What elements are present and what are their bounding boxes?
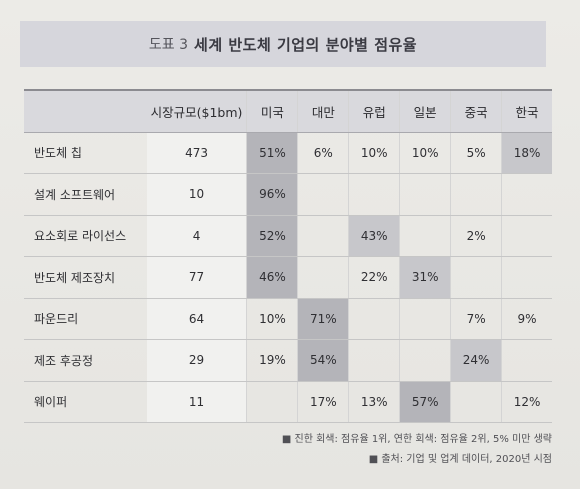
share-cell bbox=[450, 381, 502, 423]
share-cell bbox=[348, 173, 400, 216]
share-cell: 9% bbox=[501, 298, 552, 340]
header-cell-country: 유럽 bbox=[348, 89, 400, 133]
share-cell bbox=[348, 339, 400, 382]
figure-title-text: 세계 반도체 기업의 분야별 점유율 bbox=[194, 35, 418, 54]
footnote-legend: ■ 진한 회색: 점유율 1위, 연한 회색: 점유율 2위, 5% 미만 생략 bbox=[281, 434, 552, 445]
share-cell bbox=[399, 339, 451, 382]
row-label: 반도체 제조장치 bbox=[24, 256, 147, 299]
share-cell bbox=[399, 173, 451, 216]
table-row: 웨이퍼 11 17% 13% 57% 12% bbox=[24, 381, 552, 423]
share-cell-rank-1: 46% bbox=[246, 256, 298, 299]
row-label: 반도체 칩 bbox=[24, 132, 147, 174]
share-cell: 6% bbox=[297, 132, 349, 174]
share-cell bbox=[501, 339, 552, 382]
share-cell-rank-2: 24% bbox=[450, 339, 502, 382]
share-cell: 10% bbox=[246, 298, 298, 340]
market-share-table: 시장규모($1bm) 미국 대만 유럽 일본 중국 한국 반도체 칩 473 51%… bbox=[24, 89, 552, 423]
share-cell-rank-2: 31% bbox=[399, 256, 451, 299]
share-cell: 17% bbox=[297, 381, 349, 423]
share-cell-rank-1: 52% bbox=[246, 215, 298, 257]
row-label: 웨이퍼 bbox=[24, 381, 147, 423]
share-cell bbox=[501, 215, 552, 257]
share-cell: 10% bbox=[399, 132, 451, 174]
share-cell: 2% bbox=[450, 215, 502, 257]
table-row: 설계 소프트웨어 10 96% bbox=[24, 173, 552, 216]
row-label: 설계 소프트웨어 bbox=[24, 173, 147, 216]
footnote-source: ■ 출처: 기업 및 업계 데이터, 2020년 시점 bbox=[368, 454, 552, 465]
table-row: 파운드리 64 10% 71% 7% 9% bbox=[24, 298, 552, 340]
share-cell bbox=[297, 215, 349, 257]
share-cell bbox=[399, 298, 451, 340]
share-cell: 5% bbox=[450, 132, 502, 174]
share-cell-rank-2: 43% bbox=[348, 215, 400, 257]
share-cell bbox=[297, 256, 349, 299]
header-cell-country: 한국 bbox=[501, 89, 552, 133]
share-cell bbox=[501, 173, 552, 216]
table-row: 반도체 제조장치 77 46% 22% 31% bbox=[24, 256, 552, 299]
share-cell bbox=[399, 215, 451, 257]
share-cell bbox=[246, 381, 298, 423]
table-row: 요소회로 라이선스 4 52% 43% 2% bbox=[24, 215, 552, 257]
market-size-cell: 77 bbox=[146, 256, 247, 299]
market-size-cell: 29 bbox=[146, 339, 247, 382]
header-cell-country: 미국 bbox=[246, 89, 298, 133]
share-cell: 12% bbox=[501, 381, 552, 423]
share-cell-rank-1: 57% bbox=[399, 381, 451, 423]
market-size-cell: 10 bbox=[146, 173, 247, 216]
footnotes: ■ 진한 회색: 점유율 1위, 연한 회색: 점유율 2위, 5% 미만 생략… bbox=[282, 430, 552, 470]
share-cell bbox=[348, 298, 400, 340]
market-size-cell: 473 bbox=[146, 132, 247, 174]
row-label: 요소회로 라이선스 bbox=[24, 215, 147, 257]
market-size-cell: 11 bbox=[146, 381, 247, 423]
share-cell-rank-1: 51% bbox=[246, 132, 298, 174]
share-cell bbox=[297, 173, 349, 216]
figure-title: 도표 3 세계 반도체 기업의 분야별 점유율 bbox=[20, 21, 546, 67]
share-cell: 10% bbox=[348, 132, 400, 174]
share-cell bbox=[450, 173, 502, 216]
market-size-cell: 4 bbox=[146, 215, 247, 257]
share-cell: 7% bbox=[450, 298, 502, 340]
share-cell-rank-2: 18% bbox=[501, 132, 552, 174]
row-label: 제조 후공정 bbox=[24, 339, 147, 382]
share-cell: 19% bbox=[246, 339, 298, 382]
header-cell-market-size: 시장규모($1bm) bbox=[146, 89, 247, 133]
header-cell-blank bbox=[24, 89, 147, 133]
table-header-row: 시장규모($1bm) 미국 대만 유럽 일본 중국 한국 bbox=[24, 89, 552, 133]
share-cell bbox=[450, 256, 502, 299]
share-cell: 22% bbox=[348, 256, 400, 299]
share-cell-rank-1: 54% bbox=[297, 339, 349, 382]
figure-number: 도표 3 bbox=[148, 37, 189, 53]
share-cell-rank-1: 96% bbox=[246, 173, 298, 216]
header-cell-country: 일본 bbox=[399, 89, 451, 133]
market-size-cell: 64 bbox=[146, 298, 247, 340]
row-label: 파운드리 bbox=[24, 298, 147, 340]
share-cell: 13% bbox=[348, 381, 400, 423]
share-cell bbox=[501, 256, 552, 299]
header-cell-country: 대만 bbox=[297, 89, 349, 133]
share-cell-rank-1: 71% bbox=[297, 298, 349, 340]
table-row: 제조 후공정 29 19% 54% 24% bbox=[24, 339, 552, 382]
header-cell-country: 중국 bbox=[450, 89, 502, 133]
table-row: 반도체 칩 473 51% 6% 10% 10% 5% 18% bbox=[24, 132, 552, 174]
